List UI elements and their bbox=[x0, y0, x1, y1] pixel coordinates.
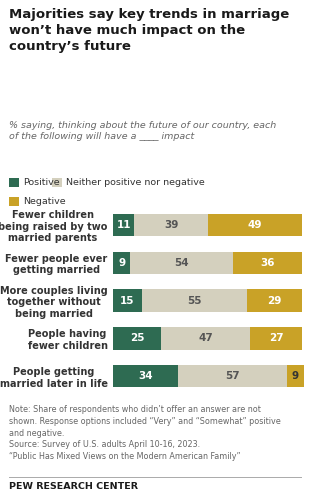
Bar bbox=[247, 289, 302, 312]
Bar bbox=[134, 214, 209, 236]
Text: 36: 36 bbox=[260, 258, 275, 268]
Text: 39: 39 bbox=[164, 220, 179, 230]
Text: Neither positive nor negative: Neither positive nor negative bbox=[66, 178, 205, 187]
Text: Negative: Negative bbox=[23, 197, 66, 206]
Text: 9: 9 bbox=[118, 258, 125, 268]
Text: 55: 55 bbox=[187, 296, 202, 305]
Bar bbox=[250, 327, 302, 350]
Text: 27: 27 bbox=[269, 333, 283, 343]
Text: 34: 34 bbox=[138, 371, 153, 381]
Text: PEW RESEARCH CENTER: PEW RESEARCH CENTER bbox=[9, 482, 138, 491]
Text: 57: 57 bbox=[225, 371, 240, 381]
Bar bbox=[287, 365, 304, 387]
Bar bbox=[113, 289, 142, 312]
Bar bbox=[130, 252, 233, 274]
Bar bbox=[113, 327, 161, 350]
Bar bbox=[142, 289, 247, 312]
Text: 15: 15 bbox=[120, 296, 135, 305]
Bar bbox=[233, 252, 302, 274]
Bar bbox=[161, 327, 250, 350]
Text: 11: 11 bbox=[116, 220, 131, 230]
Bar bbox=[113, 214, 134, 236]
Text: Majorities say key trends in marriage
won’t have much impact on the
country’s fu: Majorities say key trends in marriage wo… bbox=[9, 8, 290, 52]
Text: 25: 25 bbox=[130, 333, 144, 343]
Bar bbox=[178, 365, 287, 387]
Text: Positive: Positive bbox=[23, 178, 60, 187]
Text: Note: Share of respondents who didn’t offer an answer are not
shown. Response op: Note: Share of respondents who didn’t of… bbox=[9, 405, 281, 461]
Text: 29: 29 bbox=[267, 296, 281, 305]
Text: 54: 54 bbox=[175, 258, 189, 268]
Bar bbox=[209, 214, 302, 236]
Text: % saying, thinking about the future of our country, each
of the following will h: % saying, thinking about the future of o… bbox=[9, 121, 277, 141]
Text: 47: 47 bbox=[198, 333, 213, 343]
Text: 49: 49 bbox=[248, 220, 263, 230]
Bar bbox=[113, 365, 178, 387]
Bar bbox=[113, 252, 130, 274]
Text: 9: 9 bbox=[292, 371, 299, 381]
